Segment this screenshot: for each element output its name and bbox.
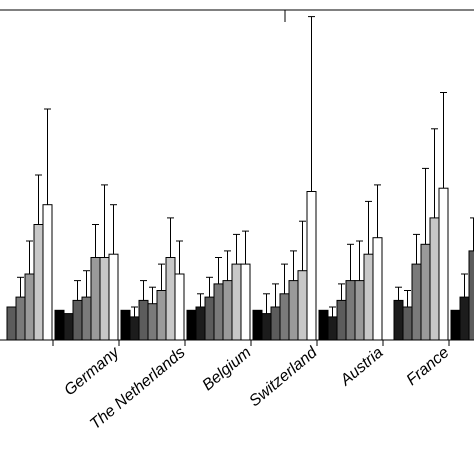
bar: [438, 187, 449, 341]
bar: [6, 306, 17, 341]
bar: [213, 283, 224, 341]
bar: [231, 263, 242, 341]
bars-layer: [6, 187, 474, 341]
bar: [99, 257, 110, 341]
bar: [222, 280, 233, 341]
bar: [270, 306, 281, 341]
bar: [402, 306, 413, 341]
bar: [354, 280, 365, 341]
bar: [186, 309, 197, 341]
bar: [459, 296, 470, 341]
bar: [252, 309, 263, 341]
x-tick-label: Switzerland: [246, 343, 321, 410]
bar: [345, 280, 356, 341]
bar: [393, 299, 404, 341]
bar: [279, 293, 290, 341]
bar: [24, 273, 35, 341]
bar: [108, 253, 119, 341]
bar: [120, 309, 131, 341]
bar: [195, 306, 206, 341]
bar: [318, 309, 329, 341]
bar: [306, 191, 317, 341]
bar: [429, 217, 440, 341]
x-tick-label: France: [403, 344, 452, 389]
bar: [90, 257, 101, 341]
x-tick-label: Belgium: [199, 344, 254, 394]
x-axis-ticks: [52, 340, 450, 346]
bar: [327, 316, 338, 341]
bar: [336, 299, 347, 341]
bar: [63, 313, 74, 341]
bar: [372, 237, 383, 341]
bar: [165, 257, 176, 341]
bar: [450, 309, 461, 341]
bar: [261, 313, 272, 341]
bar: [468, 250, 474, 341]
bar: [420, 243, 431, 341]
bar: [33, 224, 44, 341]
bar: [363, 253, 374, 341]
bar: [81, 296, 92, 341]
bar: [138, 299, 149, 341]
bar: [129, 316, 140, 341]
bar: [42, 204, 53, 341]
bar: [288, 280, 299, 341]
bar: [297, 270, 308, 341]
bar: [72, 299, 83, 341]
x-tick-label: Germany: [61, 343, 123, 399]
bar: [156, 290, 167, 341]
bar: [15, 296, 26, 341]
bar: [240, 263, 251, 341]
bar: [411, 263, 422, 341]
bar: [147, 303, 158, 341]
x-tick-label: Austria: [337, 344, 387, 390]
bar: [204, 296, 215, 341]
bar: [174, 273, 185, 341]
bar: [54, 309, 65, 341]
